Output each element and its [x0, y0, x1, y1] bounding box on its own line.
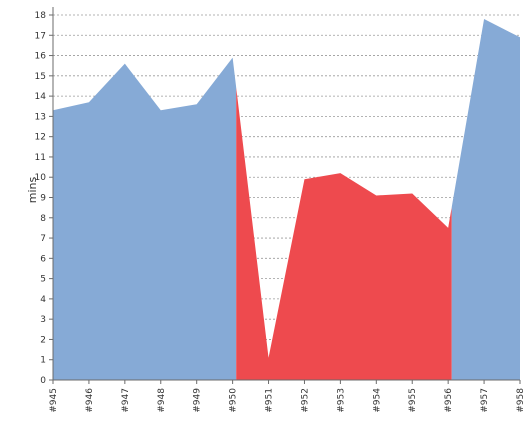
y-tick-label: 3	[40, 315, 46, 325]
x-tick-label: #946	[85, 388, 95, 413]
y-tick-label: 13	[35, 112, 46, 122]
x-tick-label: #945	[49, 388, 59, 413]
area-segment-ok	[451, 19, 520, 381]
y-tick-label: 5	[40, 275, 46, 285]
y-tick-label: 6	[40, 254, 46, 264]
x-tick-label: #956	[444, 388, 454, 413]
x-tick-label: #948	[157, 388, 167, 413]
y-tick-label: 18	[35, 11, 47, 21]
x-tick-label: #949	[193, 388, 203, 413]
y-tick-label: 17	[35, 31, 46, 41]
x-tick-label: #955	[408, 388, 418, 413]
area-segment-fail	[236, 87, 452, 380]
x-tick-label: #952	[300, 388, 310, 413]
x-tick-label: #954	[372, 388, 382, 413]
x-tick-label: #958	[516, 388, 526, 413]
y-tick-label: 14	[35, 92, 47, 102]
y-tick-label: 0	[40, 376, 46, 386]
y-tick-label: 2	[40, 335, 46, 345]
x-tick-label: #950	[229, 388, 239, 413]
axes	[52, 7, 520, 381]
y-tick-label: 4	[40, 295, 46, 305]
x-tick-label: #953	[336, 388, 346, 413]
y-axis-title: mins	[26, 176, 39, 203]
x-tick-label: #947	[121, 388, 131, 413]
y-tick-label: 10	[35, 173, 47, 183]
y-tick-label: 1	[40, 356, 46, 366]
y-tick-label: 15	[35, 72, 46, 82]
area-series	[53, 19, 520, 381]
y-tick-label: 16	[35, 52, 47, 62]
y-tick-label: 11	[35, 153, 46, 163]
x-tick-label: #951	[265, 388, 275, 413]
y-tick-label: 8	[40, 214, 46, 224]
x-tick-label: #957	[480, 388, 490, 413]
x-tick-labels: #945 #946 #947 #948 #949 #950 #951 #952 #953 #954…	[49, 380, 526, 413]
y-tick-label: 9	[40, 194, 46, 204]
area-segment-ok	[53, 57, 237, 380]
y-tick-label: 7	[40, 234, 46, 244]
y-tick-label: 12	[35, 133, 46, 143]
